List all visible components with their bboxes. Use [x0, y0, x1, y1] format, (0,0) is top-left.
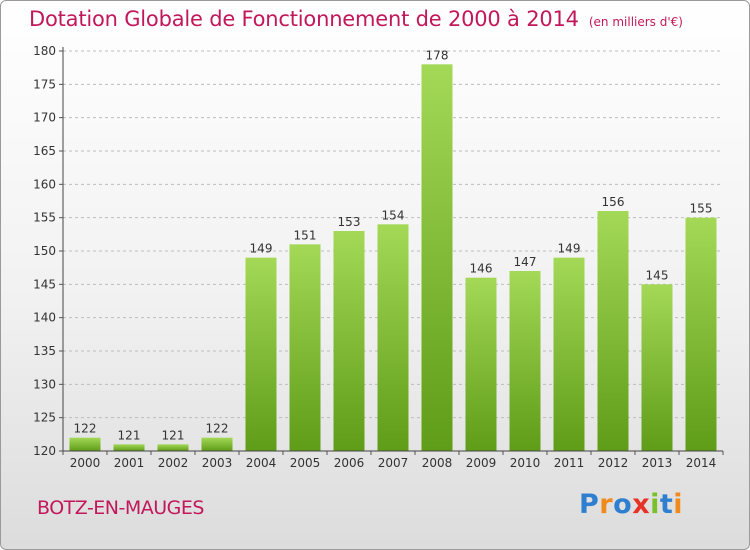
data-label-2006: 153 — [338, 215, 361, 229]
y-tick-label: 175 — [33, 77, 56, 91]
x-tick-label-2002: 2002 — [158, 456, 189, 470]
x-tick-label-2008: 2008 — [422, 456, 453, 470]
y-tick-label: 130 — [33, 377, 56, 391]
x-tick-label-2000: 2000 — [70, 456, 101, 470]
chart-subtitle: (en milliers d'€) — [588, 15, 683, 29]
bar-2014 — [685, 217, 717, 451]
bar-2007 — [377, 224, 409, 451]
y-tick-label: 145 — [33, 277, 56, 291]
y-tick-label: 140 — [33, 311, 56, 325]
data-label-2010: 147 — [514, 255, 537, 269]
y-tick-label: 125 — [33, 411, 56, 425]
data-label-2001: 121 — [118, 428, 141, 442]
logo-letter: x — [632, 489, 651, 520]
bar-2003 — [201, 437, 233, 451]
x-tick-label-2004: 2004 — [246, 456, 277, 470]
bar-2011 — [553, 257, 585, 451]
bar-2008 — [421, 64, 453, 452]
y-axis: 120 125 130 135 140 145 150 155 160 165 170 175 180 — [33, 44, 63, 458]
y-tick-label: 160 — [33, 177, 56, 191]
proxiti-logo: Proxiti — [579, 489, 683, 520]
bar-2009 — [465, 277, 497, 451]
y-tick-label: 150 — [33, 244, 56, 258]
data-label-2005: 151 — [294, 228, 317, 242]
bar-2000 — [69, 437, 101, 451]
y-tick-label: 180 — [33, 44, 56, 58]
bar-2005 — [289, 244, 321, 451]
chart-title-text: Dotation Globale de Fonctionnement de 20… — [29, 7, 579, 31]
data-label-2000: 122 — [74, 422, 97, 436]
bar-2001 — [113, 444, 145, 451]
data-label-2008: 178 — [426, 48, 449, 62]
data-label-2009: 146 — [470, 262, 493, 276]
x-tick-label-2011: 2011 — [554, 456, 585, 470]
x-tick-label-2006: 2006 — [334, 456, 365, 470]
logo-letter: o — [613, 489, 633, 520]
x-tick-label-2012: 2012 — [598, 456, 629, 470]
bar-2004 — [245, 257, 277, 451]
x-tick-label-2014: 2014 — [686, 456, 717, 470]
y-tick-label: 165 — [33, 144, 56, 158]
x-tick-label-2009: 2009 — [466, 456, 497, 470]
x-tick-label-2013: 2013 — [642, 456, 673, 470]
commune-name: BOTZ-EN-MAUGES — [37, 497, 204, 519]
data-label-2004: 149 — [250, 242, 273, 256]
bar-2013 — [641, 284, 673, 451]
data-label-2003: 122 — [206, 422, 229, 436]
bar-2012 — [597, 211, 629, 451]
logo-letter: t — [659, 489, 674, 520]
bar-chart: 120125130135140145150155160165170175180 … — [33, 44, 724, 470]
logo-letter: i — [650, 489, 660, 520]
y-tick-label: 155 — [33, 211, 56, 225]
logo-letter: i — [673, 489, 684, 520]
x-tick-label-2007: 2007 — [378, 456, 409, 470]
data-label-2014: 155 — [690, 202, 713, 216]
x-tick-label-2005: 2005 — [290, 456, 321, 470]
data-label-2011: 149 — [558, 242, 581, 256]
logo-letter: P — [579, 489, 600, 520]
y-tick-label: 120 — [33, 444, 56, 458]
x-tick-label-2010: 2010 — [510, 456, 541, 470]
data-label-2012: 156 — [602, 195, 625, 209]
bar-2010 — [509, 271, 541, 451]
bars: 122 121 121 122 149 151 153 154 178 146 147 149 156 1… — [69, 48, 717, 452]
bar-2006 — [333, 231, 365, 451]
data-label-2002: 121 — [162, 428, 185, 442]
bar-2002 — [157, 444, 189, 451]
logo-letter: r — [599, 489, 614, 520]
chart-title: Dotation Globale de Fonctionnement de 20… — [29, 7, 683, 31]
y-tick-label: 135 — [33, 344, 56, 358]
x-axis: 2000 2001 2002 2003 2004 2005 2006 2007 2008 2009… — [62, 451, 724, 470]
data-label-2013: 145 — [646, 268, 669, 282]
x-tick-label-2003: 2003 — [202, 456, 233, 470]
x-tick-label-2001: 2001 — [114, 456, 145, 470]
data-label-2007: 154 — [382, 208, 405, 222]
y-tick-label: 170 — [33, 111, 56, 125]
